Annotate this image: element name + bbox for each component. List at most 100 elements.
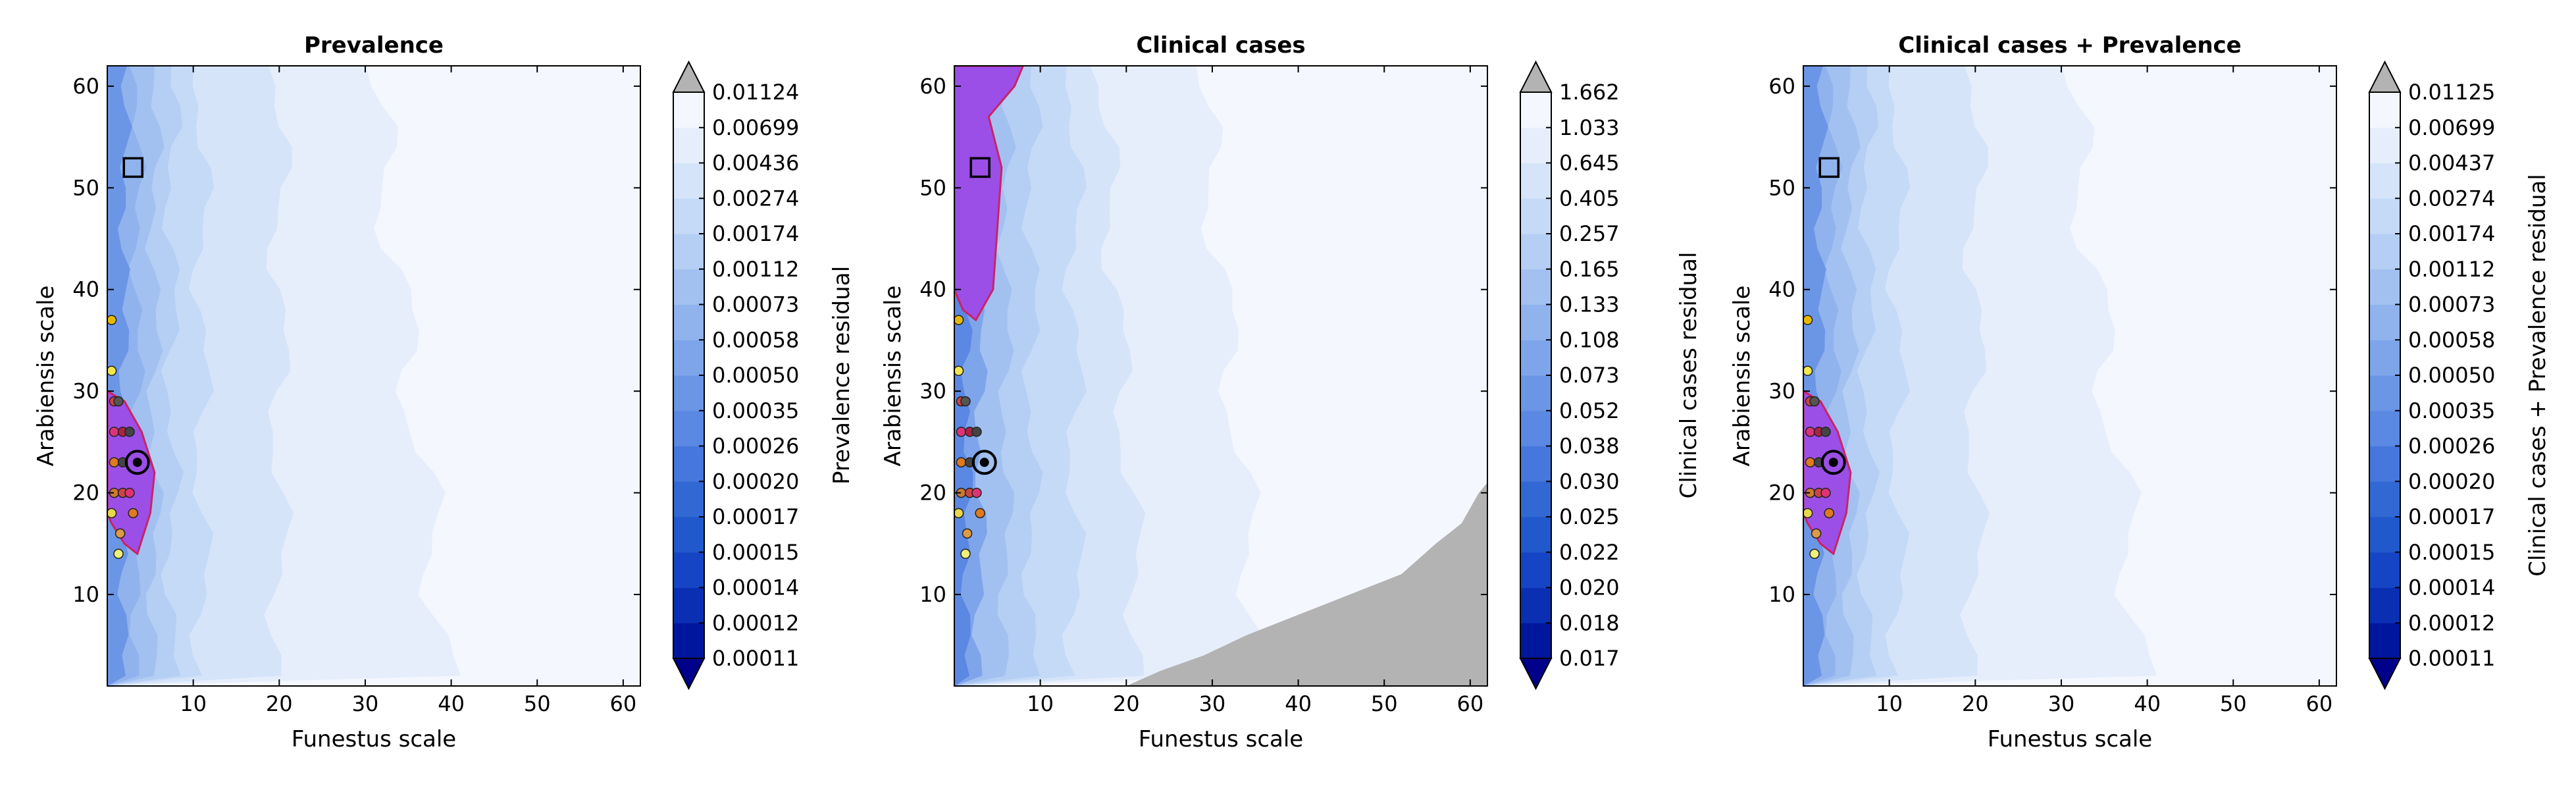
colorbar-segment xyxy=(1520,552,1551,588)
data-point xyxy=(971,427,982,437)
colorbar-tick-label: 0.00050 xyxy=(2408,363,2495,388)
colorbar-tick-label: 0.00058 xyxy=(2408,327,2495,352)
x-tick-label: 60 xyxy=(1457,691,1484,716)
y-axis-label: Arabiensis scale xyxy=(33,286,59,467)
data-point xyxy=(960,548,971,559)
y-tick-label: 60 xyxy=(1768,74,1795,99)
colorbar-segment xyxy=(673,92,704,128)
colorbar-tick-label: 0.01124 xyxy=(712,80,799,105)
colorbar-segment xyxy=(673,198,704,234)
x-tick-label: 20 xyxy=(1113,691,1140,716)
colorbar-segment xyxy=(2369,375,2400,411)
contour-field xyxy=(107,66,640,686)
axes-frame xyxy=(107,65,641,687)
y-tick-label: 40 xyxy=(72,277,99,302)
colorbar-tick-label: 0.00015 xyxy=(712,540,799,565)
data-point xyxy=(960,396,971,407)
data-point xyxy=(107,365,117,377)
colorbar-tick-label: 0.00020 xyxy=(712,469,799,494)
colorbar-tick-label: 0.133 xyxy=(1559,292,1620,317)
x-tick-label: 30 xyxy=(2048,691,2075,716)
colorbar-segment xyxy=(673,304,704,340)
data-point xyxy=(954,365,964,377)
colorbar-segment xyxy=(673,623,704,659)
colorbar-segment xyxy=(2369,304,2400,340)
x-axis-label: Funestus scale xyxy=(292,726,456,752)
x-tick-label: 40 xyxy=(438,691,465,716)
colorbar-segment xyxy=(673,163,704,199)
colorbar-segment xyxy=(2369,234,2400,270)
colorbar-segment xyxy=(2369,517,2400,553)
colorbar-segment xyxy=(1520,127,1551,163)
colorbar-segment xyxy=(1520,198,1551,234)
data-point xyxy=(1820,427,1831,437)
y-tick-label: 20 xyxy=(919,481,946,506)
colorbar-tick-label: 0.00011 xyxy=(2408,646,2495,671)
panel-3: 10 20 30 40 50 60 10 20 30 40 50 60 Clinical cases +… xyxy=(1729,32,2551,752)
colorbar: 0.017 0.018 0.020 0.022 0.025 0.030 0.038 0.052… xyxy=(1519,60,1702,691)
colorbar-tick-label: 0.405 xyxy=(1559,186,1620,211)
grey-region xyxy=(1126,483,1487,686)
colorbar-tick-label: 0.645 xyxy=(1559,151,1620,176)
data-point xyxy=(113,396,124,407)
colorbar-tick-label: 0.00017 xyxy=(712,504,799,529)
colorbar-tick-label: 0.257 xyxy=(1559,221,1620,246)
square-marker xyxy=(1818,157,1840,178)
colorbar-tick-label: 0.00017 xyxy=(2408,504,2495,529)
colorbar-extend-min xyxy=(672,658,706,691)
data-point xyxy=(1809,548,1820,559)
colorbar-tick-label: 0.00073 xyxy=(712,292,799,317)
x-tick-label: 60 xyxy=(610,691,637,716)
y-tick-label: 40 xyxy=(1768,277,1795,302)
colorbar-segment xyxy=(673,375,704,411)
target-marker-center xyxy=(1828,458,1838,467)
colorbar-label: Prevalence residual xyxy=(829,266,855,485)
colorbar-tick-label: 0.00015 xyxy=(2408,540,2495,565)
colorbar-tick-label: 0.00436 xyxy=(712,151,799,176)
colorbar-segment xyxy=(1520,269,1551,305)
colorbar-segment xyxy=(1520,446,1551,482)
y-tick-label: 40 xyxy=(919,277,946,302)
colorbar-tick-label: 0.052 xyxy=(1559,398,1620,423)
colorbar-segment xyxy=(2369,340,2400,376)
data-point xyxy=(109,457,120,468)
data-point xyxy=(1824,508,1834,519)
x-tick-label: 50 xyxy=(1371,691,1398,716)
target-marker xyxy=(124,450,150,475)
colorbar-extend-max xyxy=(672,60,706,93)
colorbar-segment xyxy=(1520,340,1551,376)
colorbar-tick-label: 0.025 xyxy=(1559,504,1620,529)
y-tick-label: 10 xyxy=(72,582,99,607)
y-tick-label: 60 xyxy=(919,74,946,99)
colorbar-tick-label: 0.00011 xyxy=(712,646,799,671)
axes-frame xyxy=(954,65,1488,687)
x-tick-label: 30 xyxy=(352,691,379,716)
y-tick-label: 50 xyxy=(1768,175,1795,200)
colorbar-tick-label: 0.00112 xyxy=(712,257,799,282)
contour-field xyxy=(954,66,1487,686)
colorbar-tick-label: 0.00699 xyxy=(2408,115,2495,140)
colorbar-tick-label: 0.108 xyxy=(1559,327,1620,352)
colorbar-tick-label: 0.00035 xyxy=(712,398,799,423)
target-marker xyxy=(971,450,997,475)
data-point xyxy=(956,427,967,437)
colorbar-segment xyxy=(2369,446,2400,482)
data-point xyxy=(107,315,117,325)
x-tick-label: 10 xyxy=(180,691,207,716)
x-tick-label: 40 xyxy=(2134,691,2161,716)
colorbar-extend-max xyxy=(1519,60,1553,93)
panel-2: 10 20 30 40 50 60 10 20 30 40 50 60 Clinical cases Fu… xyxy=(880,32,1702,752)
data-point xyxy=(107,508,117,519)
colorbar-segment xyxy=(673,269,704,305)
chart-title: Clinical cases xyxy=(1136,32,1305,59)
colorbar-tick-label: 0.030 xyxy=(1559,469,1620,494)
data-point xyxy=(1803,365,1813,377)
y-tick-label: 20 xyxy=(72,481,99,506)
colorbar-segment xyxy=(2369,481,2400,517)
colorbar-tick-label: 0.018 xyxy=(1559,610,1620,635)
colorbar-tick-label: 0.022 xyxy=(1559,540,1620,565)
colorbar-segment xyxy=(2369,587,2400,623)
colorbar-segment xyxy=(1520,623,1551,659)
colorbar-tick-label: 0.00035 xyxy=(2408,398,2495,423)
colorbar-tick-label: 0.00274 xyxy=(712,186,799,211)
